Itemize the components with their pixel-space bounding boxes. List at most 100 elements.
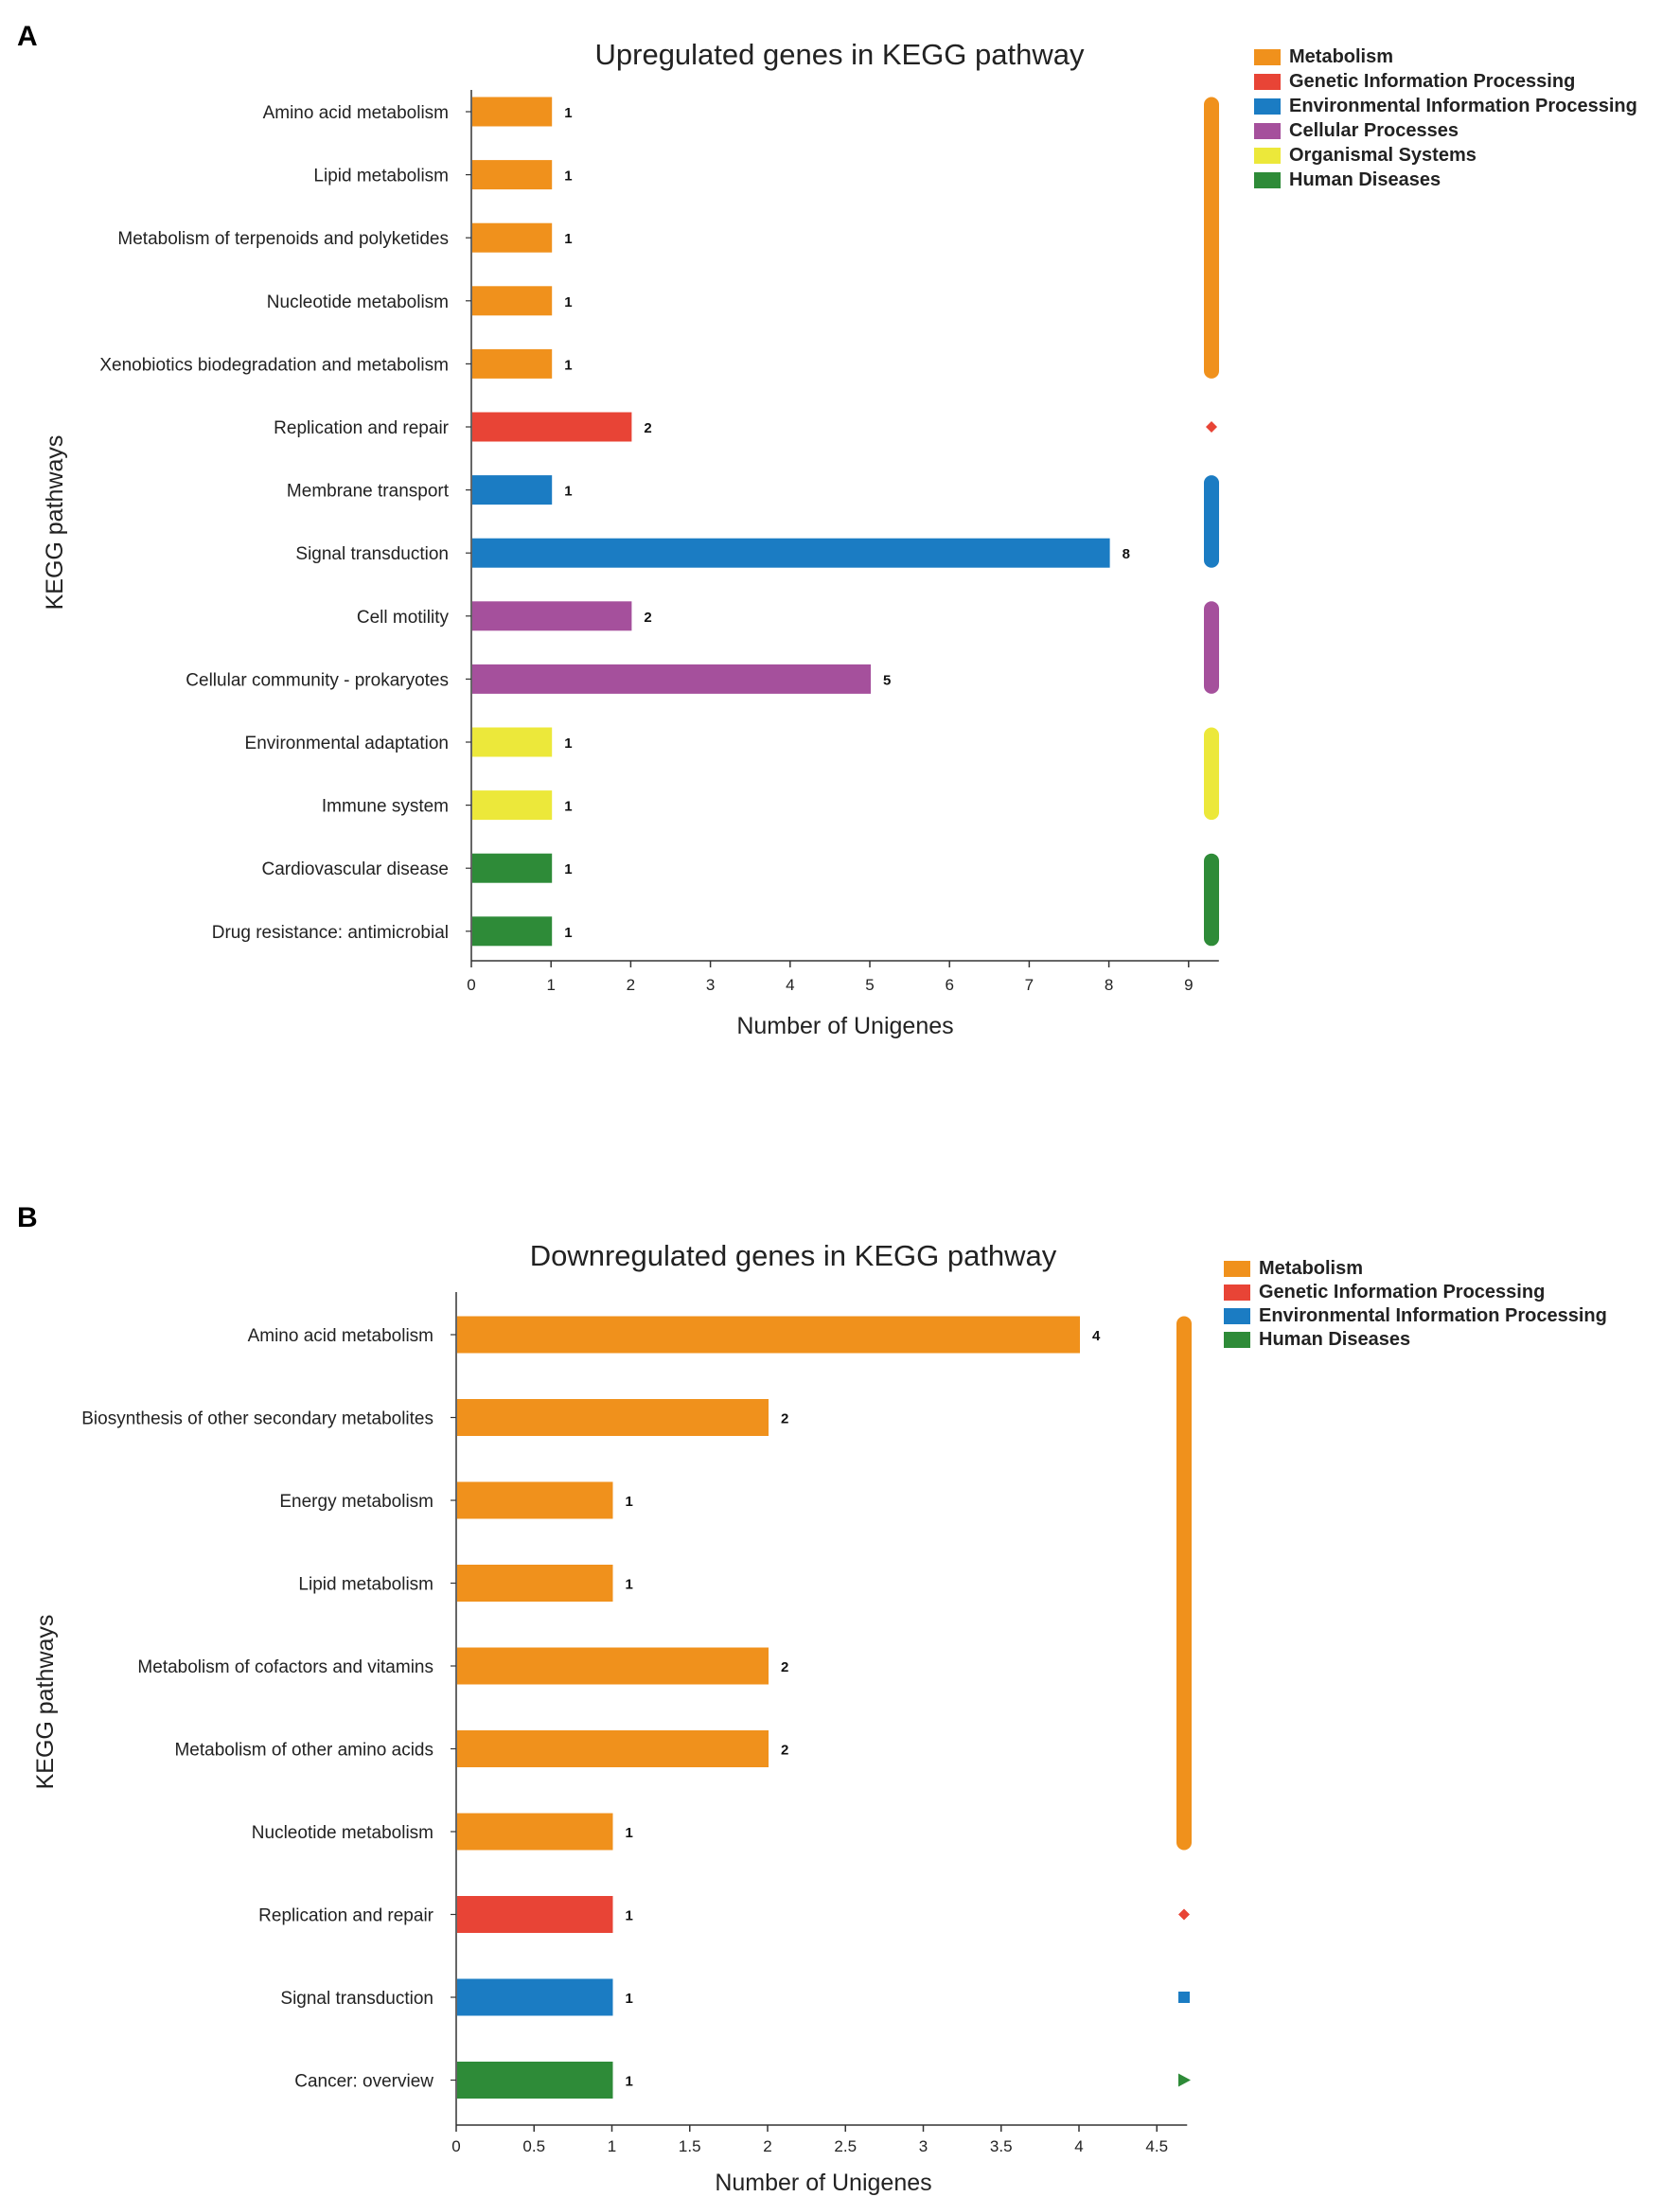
panel-a-group-marker-diamond bbox=[1206, 421, 1217, 433]
panel-a-legend-swatch bbox=[1254, 123, 1281, 139]
panel-a-category-label: Immune system bbox=[322, 797, 449, 817]
panel-a-x-tick-label: 3 bbox=[706, 976, 715, 994]
panel-a-legend-swatch bbox=[1254, 49, 1281, 65]
panel-a-category-label: Drug resistance: antimicrobial bbox=[212, 923, 449, 943]
panel-a-value-label: 1 bbox=[564, 799, 572, 815]
panel-b-category-label: Nucleotide metabolism bbox=[252, 1823, 433, 1843]
panel-a-category-label: Signal transduction bbox=[295, 544, 449, 564]
panel-b-category-label: Lipid metabolism bbox=[298, 1575, 433, 1595]
panel-a-bar bbox=[472, 601, 632, 631]
panel-b-group-indicator bbox=[1176, 1316, 1192, 1851]
panel-a-letter: A bbox=[17, 21, 38, 52]
panel-b-category-label: Amino acid metabolism bbox=[248, 1326, 433, 1346]
panel-b-bar bbox=[457, 1481, 613, 1519]
panel-b-bar bbox=[457, 1647, 769, 1685]
panel-a-value-label: 2 bbox=[644, 610, 651, 626]
panel-b-x-tick-label: 4 bbox=[1074, 2137, 1083, 2155]
panel-a-x-tick-label: 7 bbox=[1025, 976, 1034, 994]
panel-a-bar bbox=[472, 916, 553, 947]
panel-b-category-label: Biosynthesis of other secondary metaboli… bbox=[81, 1409, 433, 1429]
panel-b-bar bbox=[457, 2062, 613, 2099]
panel-b-y-axis-label: KEGG pathways bbox=[32, 1615, 59, 1790]
panel-b-legend-swatch bbox=[1224, 1332, 1250, 1348]
panel-a-bar bbox=[472, 412, 632, 442]
panel-b-category-label: Cancer: overview bbox=[294, 2072, 433, 2092]
panel-b-group-marker-square bbox=[1178, 1992, 1190, 2003]
panel-a-value-label: 2 bbox=[644, 420, 651, 436]
panel-b-x-tick-label: 0 bbox=[451, 2137, 460, 2155]
panel-a-legend-swatch bbox=[1254, 172, 1281, 188]
panel-b-title: Downregulated genes in KEGG pathway bbox=[530, 1239, 1057, 1272]
panel-b-x-tick-label: 2.5 bbox=[834, 2137, 857, 2155]
panel-b-bar bbox=[457, 1896, 613, 1933]
panel-b-x-tick-label: 3 bbox=[919, 2137, 928, 2155]
panel-b-bar bbox=[457, 1399, 769, 1436]
panel-a-category-label: Replication and repair bbox=[274, 418, 450, 438]
panel-b-group-marker-diamond bbox=[1178, 1908, 1190, 1921]
panel-b-category-label: Metabolism of cofactors and vitamins bbox=[137, 1657, 433, 1677]
panel-a-value-label: 1 bbox=[564, 231, 572, 247]
panel-a-value-label: 1 bbox=[564, 294, 572, 310]
panel-b-x-tick-label: 3.5 bbox=[990, 2137, 1013, 2155]
panel-a-category-label: Xenobiotics biodegradation and metabolis… bbox=[99, 355, 449, 375]
panel-b-letter: B bbox=[17, 1202, 38, 1233]
panel-a-bar bbox=[472, 790, 553, 821]
panel-a-value-label: 5 bbox=[883, 672, 891, 688]
panel-a-value-label: 1 bbox=[564, 168, 572, 185]
panel-b-legend-label: Environmental Information Processing bbox=[1259, 1305, 1607, 1326]
panel-b-value-label: 1 bbox=[626, 2074, 633, 2090]
panel-a-x-tick-label: 0 bbox=[467, 976, 475, 994]
panel-a-group-indicator bbox=[1204, 727, 1219, 821]
panel-a-legend-label: Organismal Systems bbox=[1289, 145, 1477, 166]
panel-a-category-label: Cellular community - prokaryotes bbox=[186, 670, 449, 690]
panel-a-group-indicator bbox=[1204, 601, 1219, 694]
panel-a-bar bbox=[472, 853, 553, 883]
panel-a-y-axis-label: KEGG pathways bbox=[42, 435, 68, 611]
panel-a-x-tick-label: 5 bbox=[865, 976, 874, 994]
panel-b-legend-label: Human Diseases bbox=[1259, 1329, 1410, 1350]
panel-a-category-label: Environmental adaptation bbox=[245, 734, 449, 753]
panel-b-category-label: Metabolism of other amino acids bbox=[174, 1741, 433, 1761]
panel-b-bar bbox=[457, 1565, 613, 1602]
panel-b-value-label: 2 bbox=[781, 1659, 788, 1675]
panel-b-value-label: 2 bbox=[781, 1743, 788, 1759]
panel-a-value-label: 1 bbox=[564, 861, 572, 877]
panel-b-legend-label: Genetic Information Processing bbox=[1259, 1282, 1545, 1302]
panel-a-title: Upregulated genes in KEGG pathway bbox=[595, 38, 1085, 71]
panel-a-group-indicator bbox=[1204, 475, 1219, 568]
panel-a-legend-swatch bbox=[1254, 148, 1281, 164]
panel-b-x-tick-label: 1 bbox=[608, 2137, 616, 2155]
panel-b-legend-swatch bbox=[1224, 1285, 1250, 1301]
panel-a-value-label: 1 bbox=[564, 925, 572, 941]
panel-a-category-label: Membrane transport bbox=[287, 482, 450, 502]
panel-a-legend-swatch bbox=[1254, 98, 1281, 115]
panel-b-category-label: Replication and repair bbox=[258, 1906, 434, 1926]
panel-a-bar bbox=[472, 286, 553, 316]
panel-a-legend-swatch bbox=[1254, 74, 1281, 90]
panel-b-bar bbox=[457, 1316, 1080, 1354]
panel-a-category-label: Cell motility bbox=[357, 608, 450, 628]
panel-a-legend-label: Cellular Processes bbox=[1289, 120, 1459, 141]
panel-a-category-label: Lipid metabolism bbox=[313, 167, 449, 186]
panel-b-legend-label: Metabolism bbox=[1259, 1258, 1363, 1279]
panel-b-value-label: 1 bbox=[626, 1494, 633, 1510]
panel-b-value-label: 1 bbox=[626, 1577, 633, 1593]
panel-a-x-tick-label: 1 bbox=[546, 976, 555, 994]
panel-a-legend-label: Human Diseases bbox=[1289, 169, 1441, 190]
panel-a-x-tick-label: 2 bbox=[627, 976, 635, 994]
panel-b-category-label: Energy metabolism bbox=[279, 1492, 433, 1512]
panel-b-x-tick-label: 2 bbox=[763, 2137, 771, 2155]
panel-a-bar bbox=[472, 160, 553, 190]
panel-b-x-axis-label: Number of Unigenes bbox=[715, 2170, 931, 2196]
panel-a-x-axis-label: Number of Unigenes bbox=[736, 1013, 953, 1039]
panel-a-group-indicator bbox=[1204, 853, 1219, 947]
panel-a-bar bbox=[472, 222, 553, 253]
panel-a-bar bbox=[472, 538, 1110, 568]
panel-a-category-label: Metabolism of terpenoids and polyketides bbox=[117, 229, 449, 249]
panel-a-x-tick-label: 4 bbox=[786, 976, 794, 994]
panel-b-bar bbox=[457, 1813, 613, 1851]
panel-b-value-label: 2 bbox=[781, 1411, 788, 1427]
panel-a-value-label: 1 bbox=[564, 105, 572, 121]
panel-b-value-label: 1 bbox=[626, 1991, 633, 2007]
